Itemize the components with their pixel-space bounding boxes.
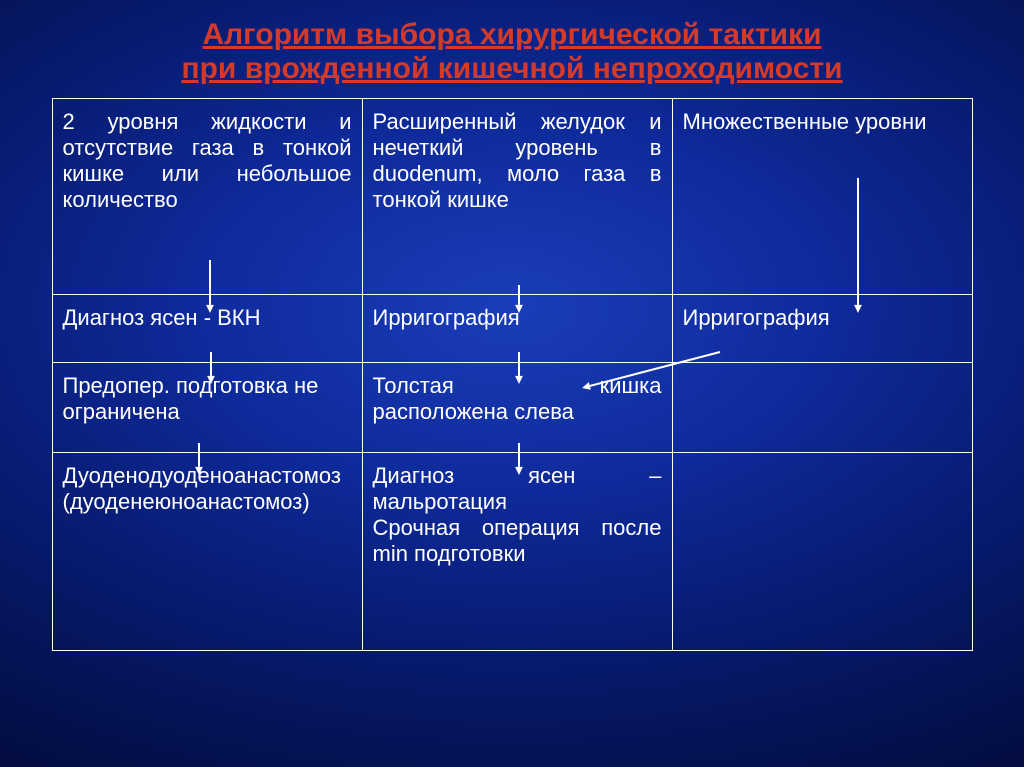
table-cell: Расширенный желудок и нечеткий уровень в… bbox=[362, 99, 672, 295]
cell-text: Дуоденодуоденоанастомоз (дуоденеюноанаст… bbox=[63, 463, 342, 514]
table-cell bbox=[672, 363, 972, 453]
table-cell: Множественные уровни bbox=[672, 99, 972, 295]
cell-text: Диагноз ясен – мальротация Срочная опера… bbox=[373, 463, 668, 566]
title-line-1: Алгоритм выбора хирургической тактики bbox=[202, 18, 821, 51]
title-line-2: при врожденной кишечной непроходимости bbox=[181, 52, 842, 85]
table-cell: Предопер. подготовка не ограничена bbox=[52, 363, 362, 453]
cell-text: Предопер. подготовка не ограничена bbox=[63, 373, 325, 424]
table-cell: Толстая кишка расположена слева bbox=[362, 363, 672, 453]
cell-text: 2 уровня жидкости и отсутствие газа в то… bbox=[63, 109, 358, 212]
table-cell: Ирригография bbox=[362, 295, 672, 363]
cell-text: Множественные уровни bbox=[683, 109, 927, 134]
table-row: Дуоденодуоденоанастомоз (дуоденеюноанаст… bbox=[52, 453, 972, 651]
cell-text: Ирригография bbox=[373, 305, 520, 330]
cell-text: Ирригография bbox=[683, 305, 830, 330]
table-row: Предопер. подготовка не ограничена Толста… bbox=[52, 363, 972, 453]
table-cell: Ирригография bbox=[672, 295, 972, 363]
cell-text: Расширенный желудок и нечеткий уровень в… bbox=[373, 109, 668, 212]
cell-text: Диагноз ясен - ВКН bbox=[63, 305, 261, 330]
table-cell: 2 уровня жидкости и отсутствие газа в то… bbox=[52, 99, 362, 295]
slide: Алгоритм выбора хирургической тактики пр… bbox=[0, 0, 1024, 767]
slide-title: Алгоритм выбора хирургической тактики пр… bbox=[0, 0, 1024, 98]
cell-text: Толстая кишка расположена слева bbox=[373, 373, 668, 424]
table-cell: Дуоденодуоденоанастомоз (дуоденеюноанаст… bbox=[52, 453, 362, 651]
algorithm-table: 2 уровня жидкости и отсутствие газа в то… bbox=[52, 98, 973, 651]
table-row: 2 уровня жидкости и отсутствие газа в то… bbox=[52, 99, 972, 295]
table-cell: Диагноз ясен - ВКН bbox=[52, 295, 362, 363]
table-cell: Диагноз ясен – мальротация Срочная опера… bbox=[362, 453, 672, 651]
table-row: Диагноз ясен - ВКН Ирригография Ирригограф… bbox=[52, 295, 972, 363]
table-cell bbox=[672, 453, 972, 651]
